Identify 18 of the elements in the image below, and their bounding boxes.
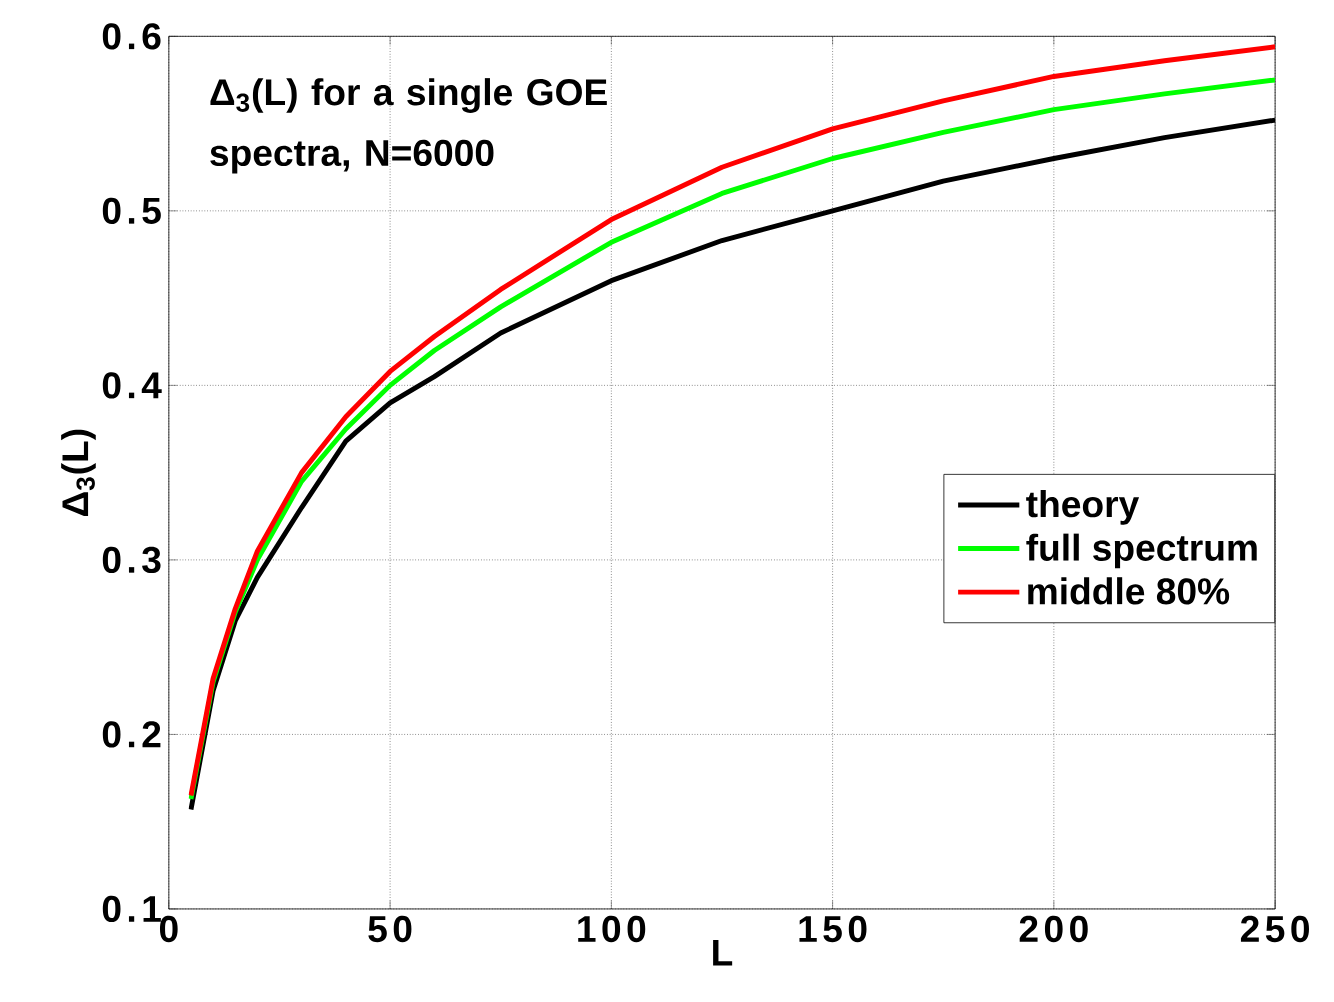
x-tick-label: 150 — [799, 915, 867, 943]
y-axis-title: Δ$_{3}$(L) — [61, 429, 96, 516]
x-tick-label: 0 — [159, 915, 178, 943]
y-tick-label: 0.6 — [102, 23, 161, 50]
y-tick-label: 0.1 — [102, 895, 161, 923]
y-tick-label: 0.2 — [102, 721, 161, 748]
annotation: Δ$_{3}$(L) for a single GOE spectra, N=6000 — [210, 78, 607, 174]
y-tick-label: 0.5 — [102, 197, 161, 224]
legend-label: full spectrum — [1026, 533, 1257, 569]
x-axis-title: L — [713, 939, 733, 966]
x-tick-label: 250 — [1240, 915, 1309, 943]
x-tick-label: 100 — [578, 915, 646, 943]
legend-label: middle 80% — [1028, 577, 1230, 605]
legend-label: theory — [1026, 489, 1140, 525]
x-tick-label: 200 — [1019, 915, 1088, 943]
y-tick-label: 0.3 — [102, 546, 161, 573]
y-tick-label: 0.4 — [102, 372, 162, 399]
x-tick-label: 50 — [368, 915, 412, 943]
